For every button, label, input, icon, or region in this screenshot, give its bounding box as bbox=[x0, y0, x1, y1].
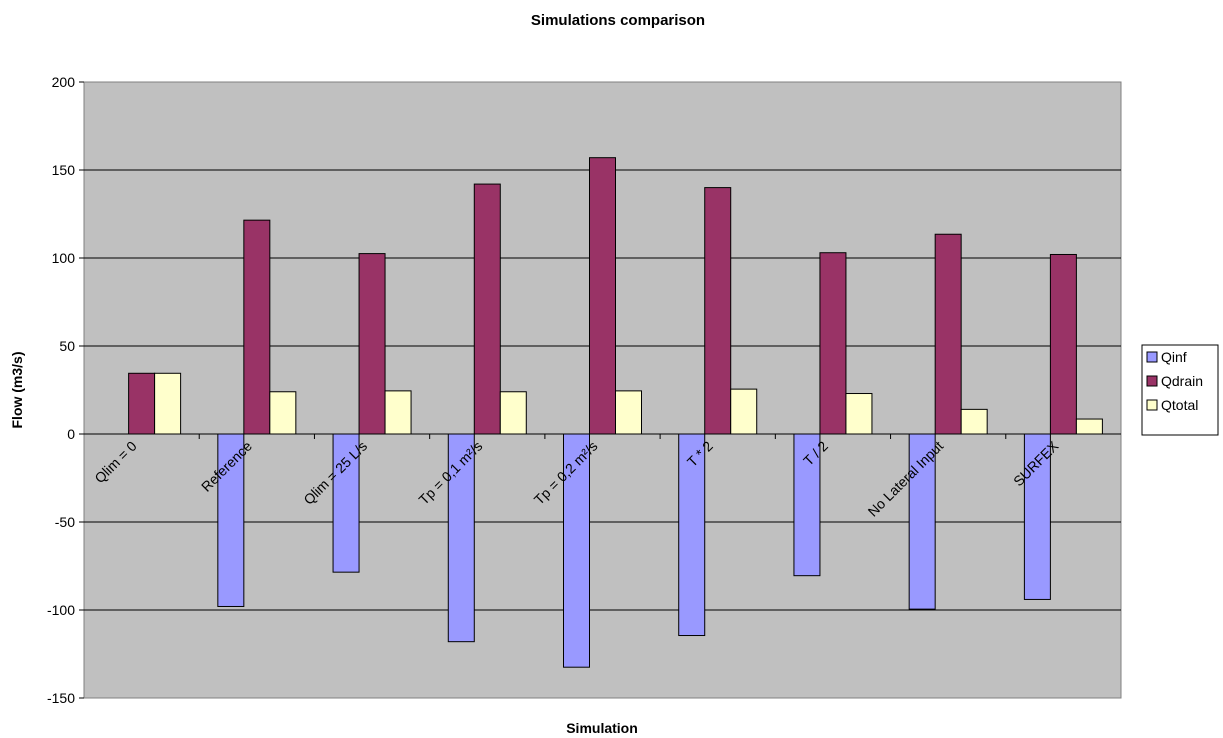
bar-qtotal bbox=[845, 393, 873, 435]
bar-qdrain bbox=[473, 183, 501, 435]
bar-qtotal bbox=[960, 408, 988, 435]
bar-qtotal bbox=[154, 372, 182, 435]
y-tick-label: 200 bbox=[52, 74, 76, 90]
bar-qinf bbox=[1023, 433, 1051, 600]
y-tick-label: 100 bbox=[52, 250, 76, 266]
bar-qtotal bbox=[384, 390, 412, 435]
y-axis-title: Flow (m3/s) bbox=[9, 351, 25, 428]
legend-swatch-qdrain bbox=[1146, 375, 1158, 387]
bar-qtotal bbox=[499, 391, 527, 435]
y-tick-label: -50 bbox=[55, 514, 75, 530]
y-tick-label: 50 bbox=[59, 338, 75, 354]
y-tick-label: -100 bbox=[47, 602, 75, 618]
bar-qdrain bbox=[243, 219, 271, 435]
bar-qdrain bbox=[128, 372, 156, 435]
y-tick-label: 150 bbox=[52, 162, 76, 178]
y-tick-label: -150 bbox=[47, 690, 75, 706]
bar-qdrain bbox=[934, 233, 962, 435]
legend-label-qtotal: Qtotal bbox=[1161, 397, 1198, 413]
bar-qtotal bbox=[1075, 418, 1103, 435]
bar-qtotal bbox=[730, 388, 758, 435]
y-axis-ticks: -150 -100 -50 0 50 100 150 200 bbox=[47, 74, 84, 706]
legend-label-qdrain: Qdrain bbox=[1161, 373, 1203, 389]
bar-qinf bbox=[678, 433, 706, 637]
bar-qdrain bbox=[704, 187, 732, 435]
legend-label-qinf: Qinf bbox=[1161, 349, 1187, 365]
legend-swatch-qinf bbox=[1146, 351, 1158, 363]
bar-qdrain bbox=[819, 252, 847, 435]
x-axis-title: Simulation bbox=[566, 720, 638, 736]
bar-qinf bbox=[332, 433, 360, 573]
legend-swatch-qtotal bbox=[1146, 399, 1158, 411]
bar-qinf bbox=[563, 433, 590, 668]
bar-qtotal bbox=[615, 390, 642, 435]
bar-qinf bbox=[447, 433, 475, 643]
bar-qinf bbox=[908, 433, 936, 610]
chart-title: Simulations comparison bbox=[531, 12, 705, 29]
bar-qdrain bbox=[589, 157, 616, 435]
bar-qinf bbox=[793, 433, 821, 577]
bar-qdrain bbox=[1049, 253, 1077, 435]
bar-qtotal bbox=[269, 391, 297, 435]
y-tick-label: 0 bbox=[67, 426, 75, 442]
legend: Qinf Qdrain Qtotal bbox=[1141, 344, 1219, 436]
bar-qdrain bbox=[358, 253, 386, 435]
